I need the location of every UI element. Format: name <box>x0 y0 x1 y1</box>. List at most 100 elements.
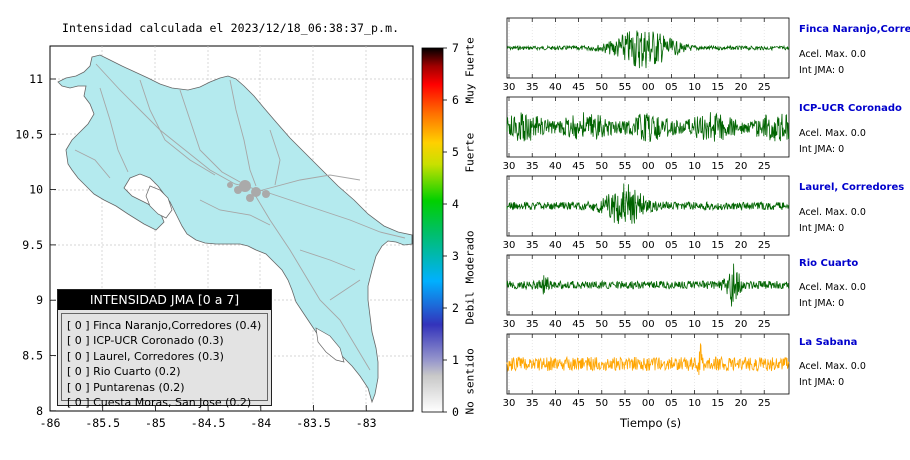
station-accel: Acel. Max. 0.0 <box>799 282 866 293</box>
time-tick-label: 40 <box>549 398 562 409</box>
time-tick-label: 50 <box>595 319 608 330</box>
lat-tick-label: 9 <box>36 293 43 307</box>
time-tick-label: 35 <box>526 398 539 409</box>
station-accel: Acel. Max. 0.0 <box>799 361 866 372</box>
time-tick-label: 55 <box>619 82 632 93</box>
time-tick-label: 10 <box>688 82 701 93</box>
time-tick-label: 00 <box>642 319 655 330</box>
time-tick-label: 20 <box>735 319 748 330</box>
time-tick-label: 15 <box>711 240 724 251</box>
station-accel: Acel. Max. 0.0 <box>799 49 866 60</box>
time-tick-label: 35 <box>526 240 539 251</box>
colorbar-tick-label: 5 <box>452 145 459 159</box>
legend-item: [ 0 ] Finca Naranjo,Corredores (0.4) <box>67 319 262 332</box>
time-tick-label: 45 <box>572 240 585 251</box>
waveform-panels: 30 35 40 45 50 55 00 05 10 15 20 25 30 35 40 45 50 55 00 05… <box>503 17 790 409</box>
legend-title: INTENSIDAD JMA [0 a 7] <box>58 290 271 310</box>
time-tick-label: 40 <box>549 319 562 330</box>
road-network <box>74 63 406 371</box>
station-name-rio-cuarto: Rio Cuarto <box>799 258 859 269</box>
time-tick-label: 05 <box>665 398 678 409</box>
waveform-panel: 30 35 40 45 50 55 00 05 10 15 20 25 <box>503 254 790 330</box>
waveform-trace <box>506 112 790 142</box>
colorbar-label-moderado: Moderado <box>463 230 477 284</box>
colorbar-tick-label: 2 <box>452 301 459 315</box>
legend-item: [ 0 ] Cuesta Moras, San Jose (0.2) <box>67 396 252 410</box>
time-tick-label: 20 <box>735 82 748 93</box>
lon-tick-label: -85 <box>145 416 166 430</box>
time-tick-label: 05 <box>665 319 678 330</box>
time-tick-label: 25 <box>758 240 771 251</box>
lon-tick-label: -84 <box>250 416 271 430</box>
colorbar-tick-label: 3 <box>452 249 459 263</box>
station-name-laurel: Laurel, Corredores <box>799 182 905 193</box>
map-axis-ticks: -86 -85.5 -85 -84.5 -84 -83.5 -83 11 10.5 10 9.5 9 8… <box>15 72 376 430</box>
time-tick-label: 15 <box>711 82 724 93</box>
lat-tick-label: 8.5 <box>22 349 43 363</box>
colorbar-tick-label: 4 <box>452 197 459 211</box>
colorbar-tick-label: 7 <box>452 41 459 55</box>
time-tick-label: 55 <box>619 161 632 172</box>
colorbar-label-muy-fuerte: Muy Fuerte <box>463 37 477 104</box>
time-tick-label: 30 <box>503 161 516 172</box>
lon-tick-label: -83 <box>356 416 377 430</box>
colorbar <box>421 47 444 413</box>
time-tick-label: 25 <box>758 319 771 330</box>
gulf-of-nicoya <box>145 185 173 219</box>
time-tick-label: 30 <box>503 240 516 251</box>
time-tick-label: 05 <box>665 240 678 251</box>
waveform-panel: 30 35 40 45 50 55 00 05 10 15 20 25 <box>503 96 790 172</box>
station-jma: Int JMA: 0 <box>799 65 845 76</box>
time-tick-label: 45 <box>572 319 585 330</box>
time-tick-label: 50 <box>595 398 608 409</box>
time-tick-label: 45 <box>572 82 585 93</box>
station-jma: Int JMA: 0 <box>799 377 845 388</box>
station-jma: Int JMA: 0 <box>799 144 845 155</box>
waveform-trace <box>506 30 790 69</box>
legend-item: [ 0 ] Laurel, Corredores (0.3) <box>67 349 224 363</box>
colorbar-label-no-sentido: No sentido <box>463 348 477 415</box>
waveform-xlabel: Tiempo (s) <box>620 416 682 430</box>
station-jma: Int JMA: 0 <box>799 298 845 309</box>
waveform-trace <box>506 183 790 224</box>
legend-item: [ 0 ] Puntarenas (0.2) <box>67 380 185 394</box>
time-tick-label: 45 <box>572 161 585 172</box>
time-tick-label: 50 <box>595 240 608 251</box>
intensity-legend: INTENSIDAD JMA [0 a 7] [ 0 ] Finca Naran… <box>57 289 272 409</box>
time-tick-label: 55 <box>619 319 632 330</box>
station-name-finca-naranjo: Finca Naranjo,Corredores <box>799 24 910 35</box>
time-tick-label: 25 <box>758 398 771 409</box>
station-name-icp-ucr: ICP-UCR Coronado <box>799 103 902 114</box>
time-tick-label: 20 <box>735 161 748 172</box>
lat-tick-label: 8 <box>36 404 43 418</box>
time-tick-label: 25 <box>758 82 771 93</box>
osa-gulf <box>315 327 345 363</box>
time-tick-label: 35 <box>526 161 539 172</box>
legend-item: [ 0 ] ICP-UCR Coronado (0.3) <box>67 334 224 348</box>
waveform-panel: 30 35 40 45 50 55 00 05 10 15 20 25 <box>503 17 790 93</box>
lon-tick-label: -86 <box>40 416 61 430</box>
colorbar-label-debil: Debil <box>463 291 477 325</box>
time-tick-label: 30 <box>503 82 516 93</box>
station-accel: Acel. Max. 0.0 <box>799 128 866 139</box>
waveform-trace <box>506 342 790 376</box>
time-tick-label: 50 <box>595 161 608 172</box>
time-tick-label: 00 <box>642 240 655 251</box>
station-jma: Int JMA: 0 <box>799 223 845 234</box>
time-tick-label: 35 <box>526 319 539 330</box>
time-tick-label: 10 <box>688 161 701 172</box>
time-tick-label: 15 <box>711 161 724 172</box>
time-tick-label: 35 <box>526 82 539 93</box>
time-tick-label: 00 <box>642 398 655 409</box>
time-tick-label: 20 <box>735 240 748 251</box>
colorbar-tick-label: 0 <box>452 405 459 419</box>
legend-item: [ 0 ] Rio Cuarto (0.2) <box>67 365 181 379</box>
time-tick-label: 40 <box>549 240 562 251</box>
urban-area <box>227 180 270 202</box>
time-tick-label: 40 <box>549 82 562 93</box>
time-tick-label: 10 <box>688 319 701 330</box>
time-tick-label: 55 <box>619 398 632 409</box>
lon-tick-label: -84.5 <box>191 416 226 430</box>
time-tick-label: 40 <box>549 161 562 172</box>
